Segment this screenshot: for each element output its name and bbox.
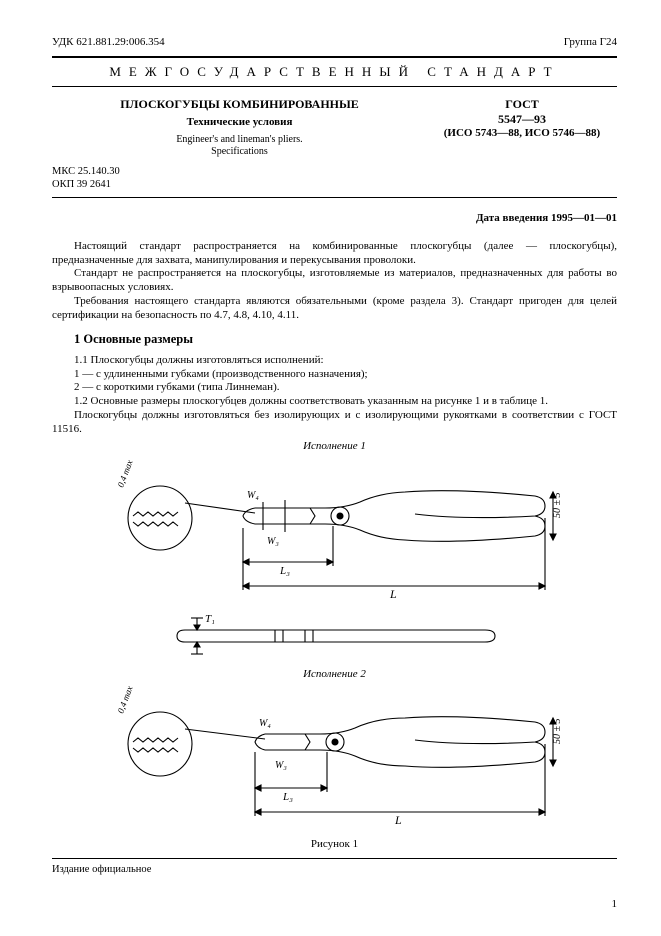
dim-W3-2: W₃ <box>275 760 287 771</box>
diagram-execution-2: L L₃ W₄ W₃ 50 ± 5 0,4 max <box>105 686 565 836</box>
fig-caption-1: Исполнение 1 <box>52 440 617 454</box>
para-1: Настоящий стандарт распространяется на к… <box>52 240 617 268</box>
dim-50: 50 ± 5 <box>552 493 563 519</box>
para-8: Плоскогубцы должны изготовляться без изо… <box>52 409 617 437</box>
subtitle-ru: Технические условия <box>52 116 427 130</box>
dim-L3: L₃ <box>279 565 290 577</box>
para-5: 1 — с удлиненными губками (производствен… <box>52 368 617 382</box>
edition-note: Издание официальное <box>52 863 151 876</box>
okp-code: ОКП 39 2641 <box>52 178 617 191</box>
title-ru: ПЛОСКОГУБЦЫ КОМБИНИРОВАННЫЕ <box>52 97 427 112</box>
dim-L3-2: L₃ <box>282 791 293 803</box>
iso-ref: (ИСО 5743—88, ИСО 5746—88) <box>427 127 617 141</box>
udk-code: УДК 621.881.29:006.354 <box>52 36 165 50</box>
dim-W4: W₄ <box>247 490 259 501</box>
para-7: 1.2 Основные размеры плоскогубцев должны… <box>52 395 617 409</box>
dim-edge-1: 0,4 max <box>115 459 134 489</box>
para-4: 1.1 Плоскогубцы должны изготовляться исп… <box>52 354 617 368</box>
dim-50-2: 50 ± 5 <box>552 718 563 744</box>
page-number: 1 <box>612 898 618 912</box>
date-intro: Дата введения 1995—01—01 <box>476 212 617 224</box>
group-code: Группа Г24 <box>564 36 617 50</box>
fig-caption-2: Исполнение 2 <box>52 668 617 682</box>
subtitle-en: Specifications <box>52 146 427 159</box>
title-en: Engineer's and lineman's pliers. <box>52 134 427 147</box>
para-3: Требования настоящего стандарта являются… <box>52 295 617 323</box>
gost-label: ГОСТ <box>427 97 617 112</box>
dim-T1: T₁ <box>205 613 215 625</box>
dim-W3: W₃ <box>267 536 279 547</box>
figure-caption: Рисунок 1 <box>52 838 617 852</box>
mks-code: МКС 25.140.30 <box>52 165 617 178</box>
dim-L: L <box>389 587 397 601</box>
dim-L-2: L <box>394 813 402 827</box>
gost-number: 5547—93 <box>427 112 617 127</box>
para-2: Стандарт не распространяется на плоскогу… <box>52 267 617 295</box>
section-heading: 1 Основные размеры <box>74 332 617 348</box>
dim-W4-2: W₄ <box>259 718 271 729</box>
para-6: 2 — с короткими губками (типа Линнеман). <box>52 381 617 395</box>
dim-edge-2: 0,4 max <box>115 686 134 715</box>
diagram-side-view: T₁ <box>155 608 515 664</box>
banner: МЕЖГОСУДАРСТВЕННЫЙ СТАНДАРТ <box>52 56 617 87</box>
diagram-execution-1: L L₃ W₄ W₃ 50 ± 5 0,4 max <box>105 458 565 608</box>
